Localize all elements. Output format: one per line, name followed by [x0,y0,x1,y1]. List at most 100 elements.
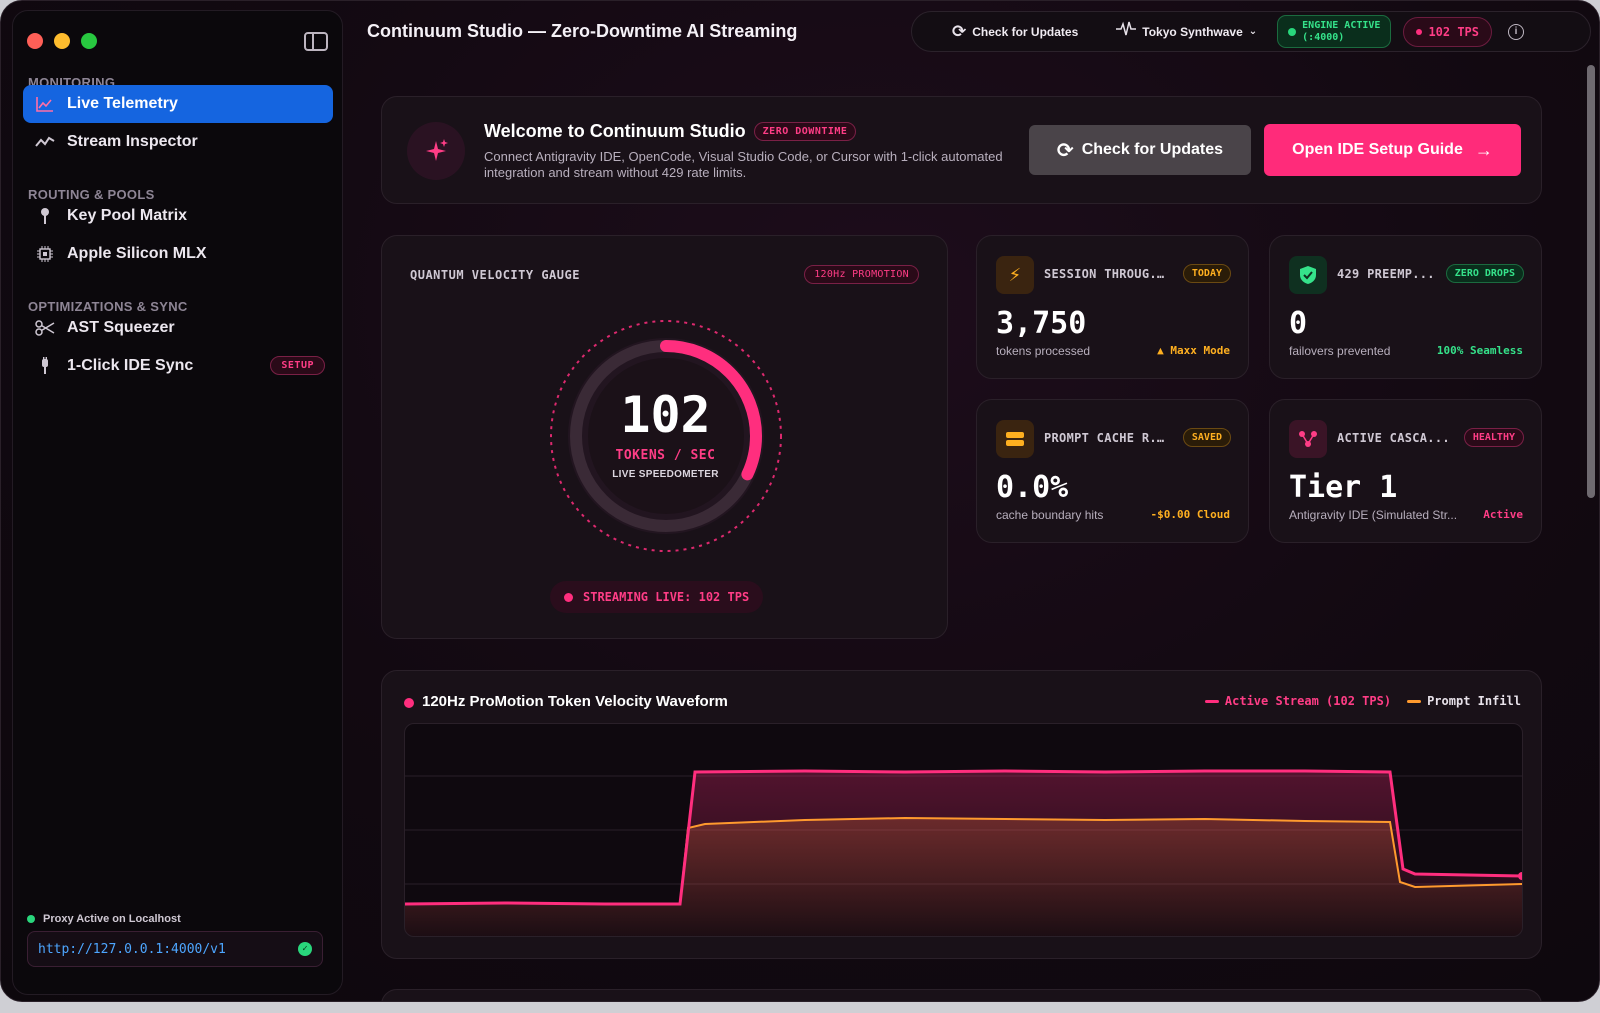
chevron-down-icon: ⌄ [1248,26,1258,37]
active-stream-line [405,769,1522,906]
sidebar-item-apple-silicon-mlx[interactable]: Apple Silicon MLX [23,235,333,273]
close-window-button[interactable] [27,33,43,49]
gauge-unit: TOKENS / SEC [615,448,716,463]
engine-dot-icon [1288,27,1297,36]
welcome-title-text: Welcome to Continuum Studio [484,121,746,141]
stream-head-point [1518,872,1522,880]
refresh-icon: ⟳ [1056,139,1074,162]
waveform-legend: Active Stream (102 TPS) Prompt Infill [1204,694,1521,708]
stat-card-active-cascade: ACTIVE CASCA... HEALTHY Tier 1 Antigravi… [1269,399,1542,543]
stat-badge: HEALTHY [1463,428,1524,447]
sidebar-item-ide-sync[interactable]: 1-Click IDE Sync SETUP [23,347,333,385]
sidebar-item-label: Live Telemetry [67,95,178,112]
promotion-badge: 120Hz PROMOTION [804,265,919,284]
setup-badge: SETUP [270,356,325,375]
proxy-status: Proxy Active on Localhost [27,913,181,925]
section-label-optimizations: OPTIMIZATIONS & SYNC [28,299,188,314]
shield-icon [1289,256,1327,294]
stat-card-session-throughput: ⚡ SESSION THROUG... TODAY 3,750 tokens p… [976,235,1249,379]
engine-status-line2: (:4000) [1302,31,1345,43]
proxy-url-text: http://127.0.0.1:4000/v1 [38,941,226,957]
setup-guide-label: Open IDE Setup Guide [1292,141,1463,158]
stat-title: ACTIVE CASCA... [1337,431,1450,445]
page-title: Continuum Studio — Zero-Downtime AI Stre… [367,21,798,41]
sidebar-item-label: Stream Inspector [67,133,198,150]
legend-label: Active Stream (102 TPS) [1224,694,1392,708]
chip-icon [35,244,55,264]
streaming-label: STREAMING LIVE: 102 TPS [583,590,750,604]
stat-note: -$0.00 Cloud [1150,508,1230,521]
proxy-status-label: Proxy Active on Localhost [43,913,181,925]
legend-label: Prompt Infill [1427,694,1521,708]
database-icon [996,420,1034,458]
proxy-url-field[interactable]: http://127.0.0.1:4000/v1 ✓ [27,931,323,967]
sidebar-toggle-icon[interactable] [304,32,328,51]
nodes-icon [1289,420,1327,458]
active-stream-area [405,771,1522,936]
section-label-routing: ROUTING & POOLS [28,187,155,202]
sidebar-item-label: Apple Silicon MLX [67,245,207,262]
main-scrollbar[interactable] [1587,65,1595,498]
check-updates-label: Check for Updates [972,24,1079,39]
chart-line-icon [35,94,55,114]
key-icon [35,206,55,226]
pulse-icon [1116,21,1137,42]
stat-value: 3,750 [996,306,1087,341]
bolt-icon: ⚡ [996,256,1034,294]
engine-status-badge: ENGINE ACTIVE (:4000) [1277,15,1392,48]
live-dot-icon [404,698,414,708]
welcome-description: Connect Antigravity IDE, OpenCode, Visua… [484,149,1003,180]
minimize-window-button[interactable] [54,33,70,49]
live-dot-icon [564,592,573,602]
verified-check-icon: ✓ [298,942,312,956]
stat-badge: SAVED [1182,428,1231,447]
legend-item-active-stream: Active Stream (102 TPS) [1204,694,1392,708]
sidebar-item-key-pool-matrix[interactable]: Key Pool Matrix [23,197,333,235]
stat-subtitle: tokens processed [996,344,1091,358]
legend-swatch [1407,699,1422,703]
zoom-window-button[interactable] [81,33,97,49]
stat-note: 100% Seamless [1436,344,1523,357]
waveform-svg [405,769,1522,936]
open-setup-guide-button[interactable]: Open IDE Setup Guide → [1264,124,1521,176]
engine-status-line1: ENGINE ACTIVE [1302,19,1381,31]
legend-item-prompt-infill: Prompt Infill [1407,694,1521,708]
stat-value: 0 [1289,306,1308,341]
check-updates-toolbar-button[interactable]: ⟳ Check for Updates [952,22,1078,42]
stat-subtitle: cache boundary hits [996,508,1104,522]
gauge-progress-arc [570,340,762,532]
stat-value: Tier 1 [1289,470,1398,505]
stat-badge: ZERO DROPS [1445,264,1524,283]
scissors-icon [35,318,55,338]
stat-subtitle: failovers prevented [1289,344,1391,358]
sidebar-item-label: 1-Click IDE Sync [67,357,194,374]
tps-dot-icon [1416,28,1423,35]
sidebar-item-stream-inspector[interactable]: Stream Inspector [23,123,333,161]
sidebar-item-label: Key Pool Matrix [67,207,188,224]
window-controls [27,33,97,49]
gauge-caption: LIVE SPEEDOMETER [612,469,719,480]
sidebar: MONITORING Live Telemetry Stream Inspect… [12,10,343,995]
wave-icon [35,132,55,152]
zero-downtime-badge: ZERO DOWNTIME [753,122,857,141]
check-updates-button[interactable]: ⟳ Check for Updates [1029,125,1251,175]
welcome-banner: Welcome to Continuum Studio ZERO DOWNTIME… [381,96,1542,204]
theme-label: Tokyo Synthwave [1142,24,1243,39]
arrow-right-icon: → [1474,139,1493,160]
sidebar-item-live-telemetry[interactable]: Live Telemetry [23,85,333,123]
info-icon[interactable]: i [1508,23,1525,40]
refresh-icon: ⟳ [952,21,967,41]
stat-value: 0.0% [996,470,1069,505]
stat-card-429-preemptions: 429 PREEMP... ZERO DROPS 0 failovers pre… [1269,235,1542,379]
stat-title: SESSION THROUG... [1044,267,1169,281]
next-card-partial [381,989,1542,1001]
stat-subtitle: Antigravity IDE (Simulated Str... [1289,508,1458,522]
stat-note: Active [1483,508,1523,521]
legend-swatch [1204,699,1219,703]
gauge-dial [550,320,782,552]
sidebar-item-ast-squeezer[interactable]: AST Squeezer [23,309,333,347]
theme-selector[interactable]: Tokyo Synthwave ⌄ [1116,21,1257,42]
welcome-title: Welcome to Continuum Studio ZERO DOWNTIME [484,121,857,142]
streaming-status-pill: STREAMING LIVE: 102 TPS [550,581,764,613]
